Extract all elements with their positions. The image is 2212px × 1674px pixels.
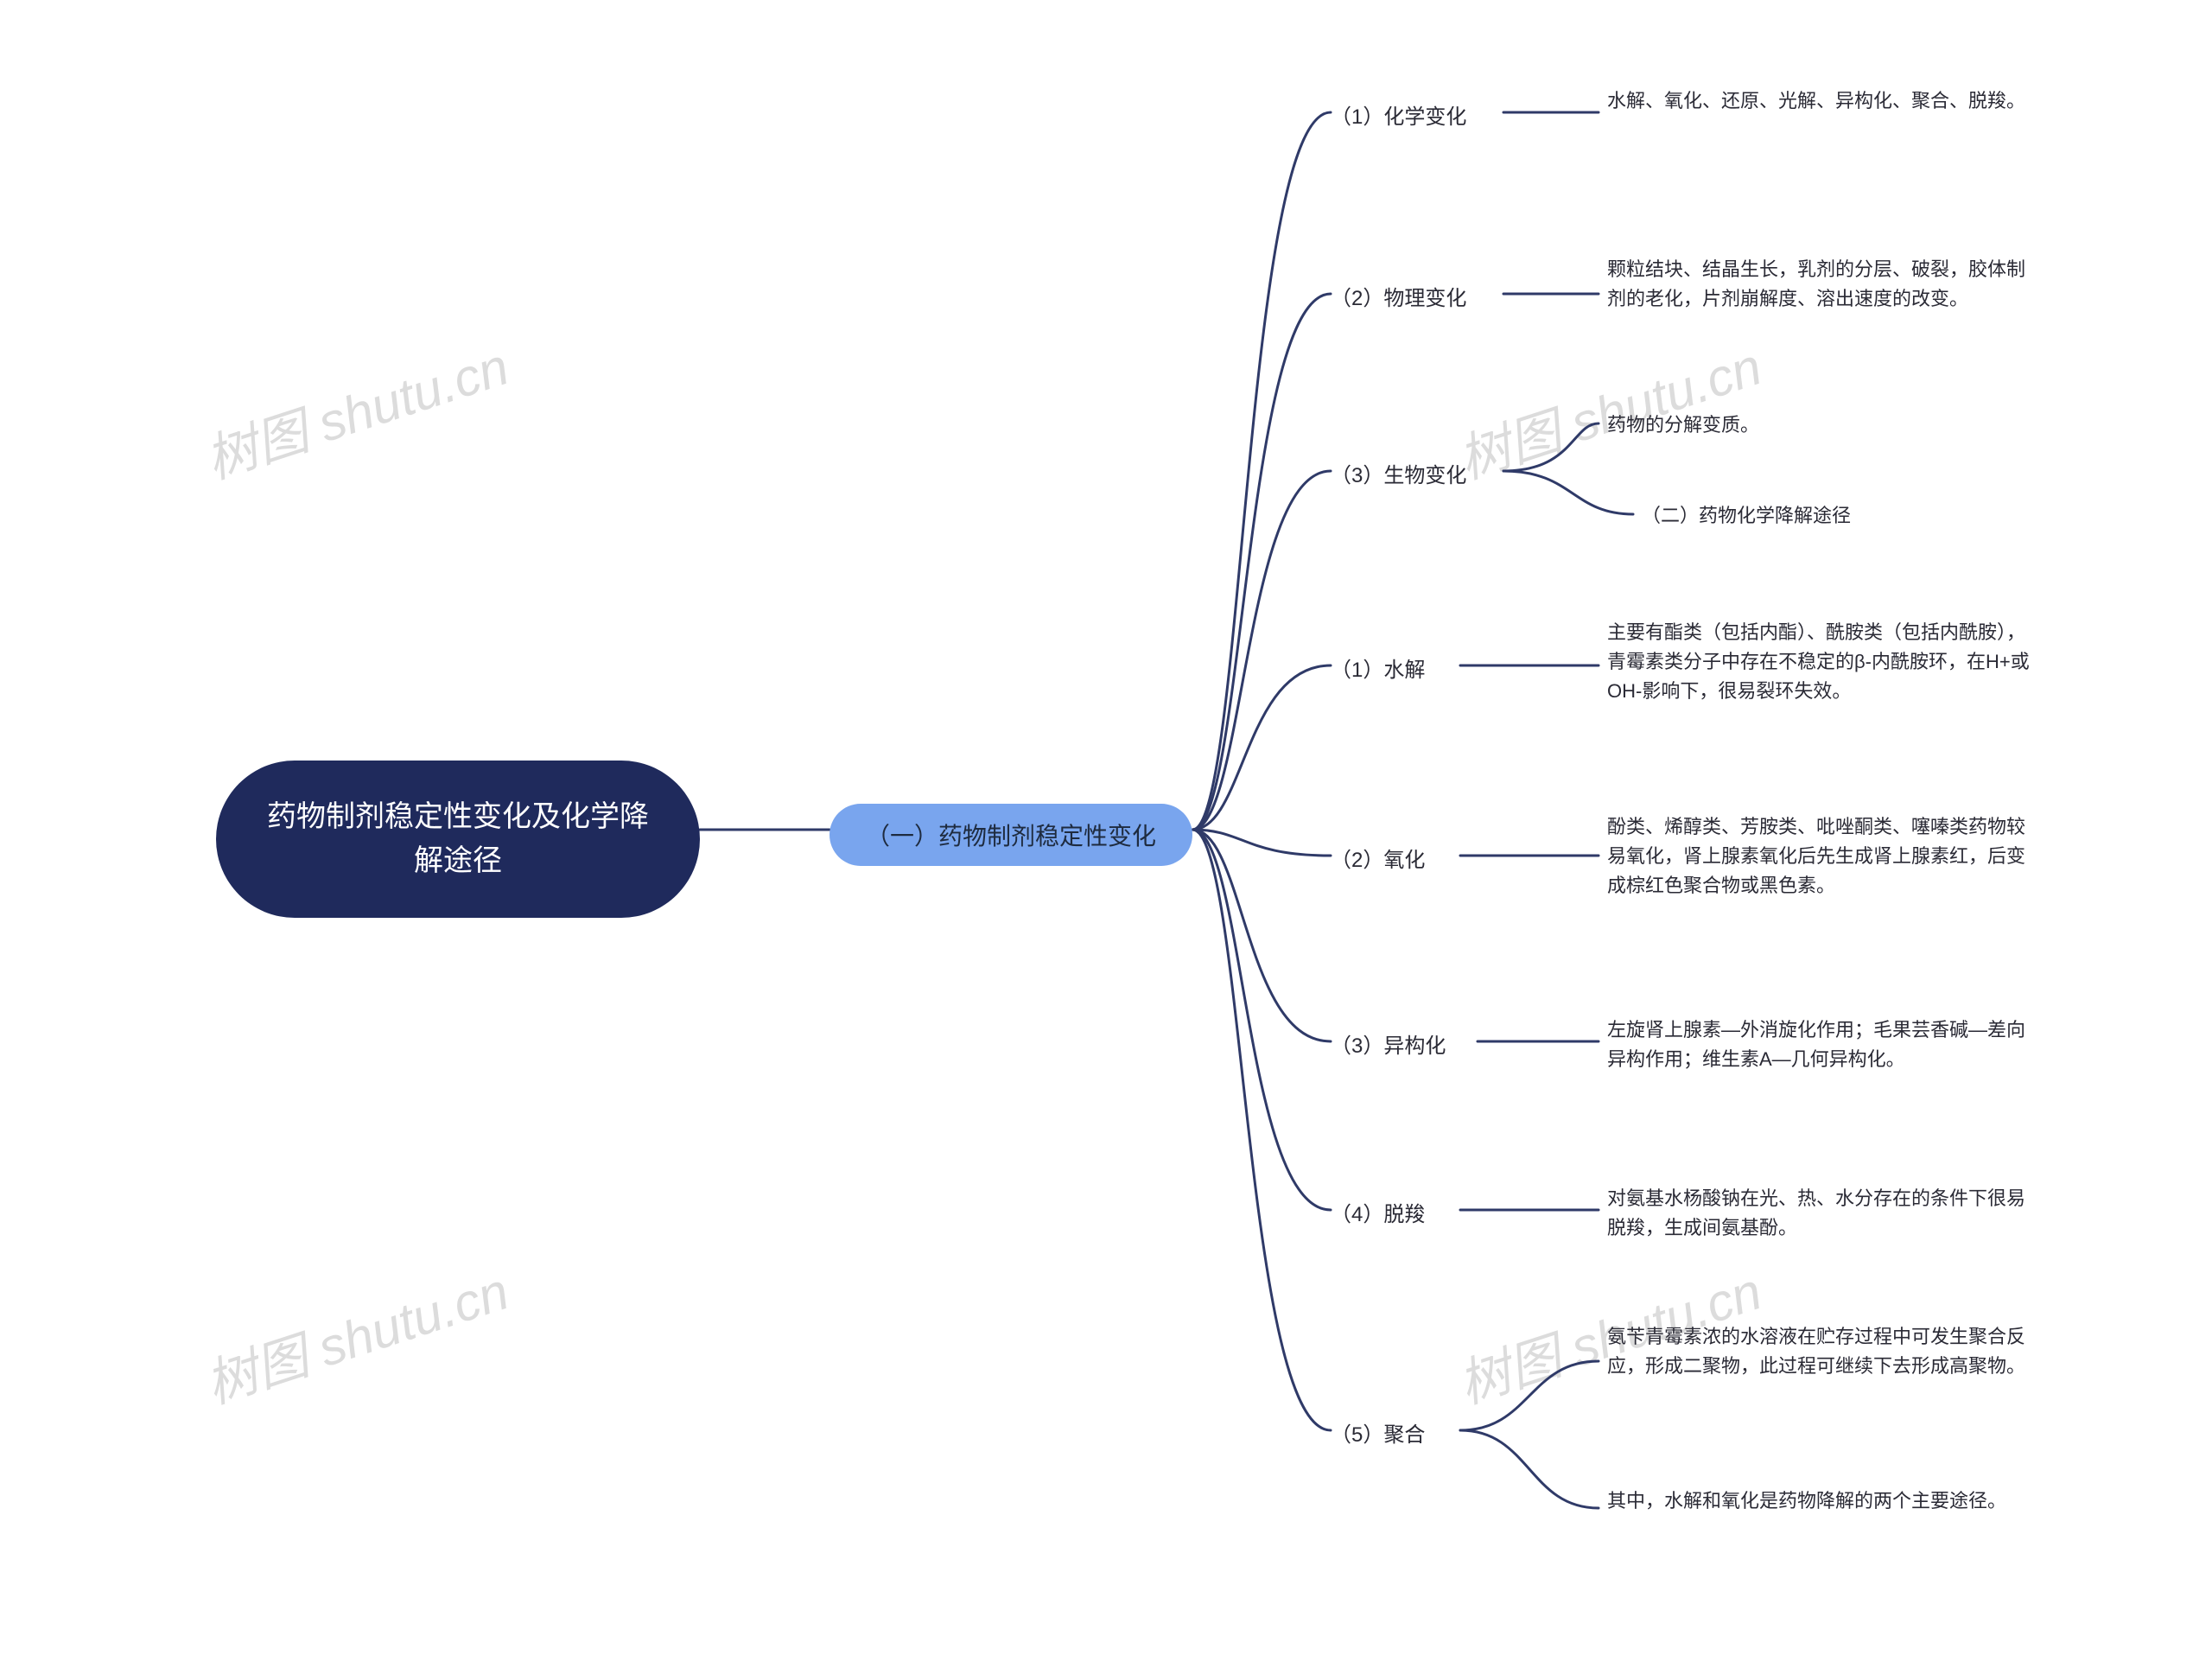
leaf-text: （二）药物化学降解途径 <box>1642 501 1851 531</box>
leaf-text: 氨苄青霉素浓的水溶液在贮存过程中可发生聚合反应，形成二聚物，此过程可继续下去形成… <box>1607 1322 2031 1381</box>
leaf-node-b4l1: 主要有酯类（包括内酯）、酰胺类（包括内酰胺），青霉素类分子中存在不稳定的β-内酰… <box>1607 618 2031 706</box>
leaf-node-b1l1: 水解、氧化、还原、光解、异构化、聚合、脱羧。 <box>1607 86 2031 116</box>
branch-node-b5: （2）氧化 <box>1331 843 1425 873</box>
leaf-text: 左旋肾上腺素—外消旋化作用；毛果芸香碱—差向异构作用；维生素A—几何异构化。 <box>1607 1015 2031 1074</box>
leaf-text: 对氨基水杨酸钠在光、热、水分存在的条件下很易脱羧，生成间氨基酚。 <box>1607 1184 2031 1243</box>
branch-label: （1）水解 <box>1331 652 1425 683</box>
leaf-node-b6l1: 左旋肾上腺素—外消旋化作用；毛果芸香碱—差向异构作用；维生素A—几何异构化。 <box>1607 1015 2031 1074</box>
branch-node-b2: （2）物理变化 <box>1331 281 1466 311</box>
branch-node-b1: （1）化学变化 <box>1331 99 1466 130</box>
leaf-text: 水解、氧化、还原、光解、异构化、聚合、脱羧。 <box>1607 86 2025 116</box>
leaf-node-b2l1: 颗粒结块、结晶生长，乳剂的分层、破裂，胶体制剂的老化，片剂崩解度、溶出速度的改变… <box>1607 255 2031 314</box>
leaf-text: 颗粒结块、结晶生长，乳剂的分层、破裂，胶体制剂的老化，片剂崩解度、溶出速度的改变… <box>1607 255 2031 314</box>
level2-node: （一）药物制剂稳定性变化 <box>830 804 1192 866</box>
branch-label: （4）脱羧 <box>1331 1197 1425 1227</box>
branch-label: （2）物理变化 <box>1331 281 1466 311</box>
leaf-text: 酚类、烯醇类、芳胺类、吡唑酮类、噻嗪类药物较易氧化，肾上腺素氧化后先生成肾上腺素… <box>1607 812 2031 901</box>
branch-node-b8: （5）聚合 <box>1331 1417 1425 1448</box>
root-node: 药物制剂稳定性变化及化学降解途径 <box>216 761 700 918</box>
leaf-node-b3l2: （二）药物化学降解途径 <box>1642 501 1953 531</box>
leaf-node-b7l1: 对氨基水杨酸钠在光、热、水分存在的条件下很易脱羧，生成间氨基酚。 <box>1607 1184 2031 1243</box>
leaf-text: 药物的分解变质。 <box>1607 411 1759 440</box>
leaf-text: 主要有酯类（包括内酯）、酰胺类（包括内酰胺），青霉素类分子中存在不稳定的β-内酰… <box>1607 618 2031 706</box>
branch-label: （2）氧化 <box>1331 843 1425 873</box>
root-label: 药物制剂稳定性变化及化学降解途径 <box>259 795 657 883</box>
leaf-node-b3l1: 药物的分解变质。 <box>1607 411 1918 440</box>
branch-label: （3）异构化 <box>1331 1028 1446 1059</box>
leaf-node-b8l2: 其中，水解和氧化是药物降解的两个主要途径。 <box>1607 1486 2031 1516</box>
leaf-node-b8l1: 氨苄青霉素浓的水溶液在贮存过程中可发生聚合反应，形成二聚物，此过程可继续下去形成… <box>1607 1322 2031 1381</box>
branch-label: （3）生物变化 <box>1331 458 1466 488</box>
level2-label: （一）药物制剂稳定性变化 <box>866 818 1156 852</box>
branch-node-b3: （3）生物变化 <box>1331 458 1466 488</box>
watermark: 树图 shutu.cn <box>1447 325 1770 493</box>
leaf-text: 其中，水解和氧化是药物降解的两个主要途径。 <box>1607 1486 2006 1516</box>
branch-node-b6: （3）异构化 <box>1331 1028 1446 1059</box>
branch-node-b7: （4）脱羧 <box>1331 1197 1425 1227</box>
branch-node-b4: （1）水解 <box>1331 652 1425 683</box>
watermark: 树图 shutu.cn <box>194 1250 517 1418</box>
branch-label: （1）化学变化 <box>1331 99 1466 130</box>
branch-label: （5）聚合 <box>1331 1417 1425 1448</box>
watermark: 树图 shutu.cn <box>194 325 517 493</box>
leaf-node-b5l1: 酚类、烯醇类、芳胺类、吡唑酮类、噻嗪类药物较易氧化，肾上腺素氧化后先生成肾上腺素… <box>1607 812 2031 901</box>
